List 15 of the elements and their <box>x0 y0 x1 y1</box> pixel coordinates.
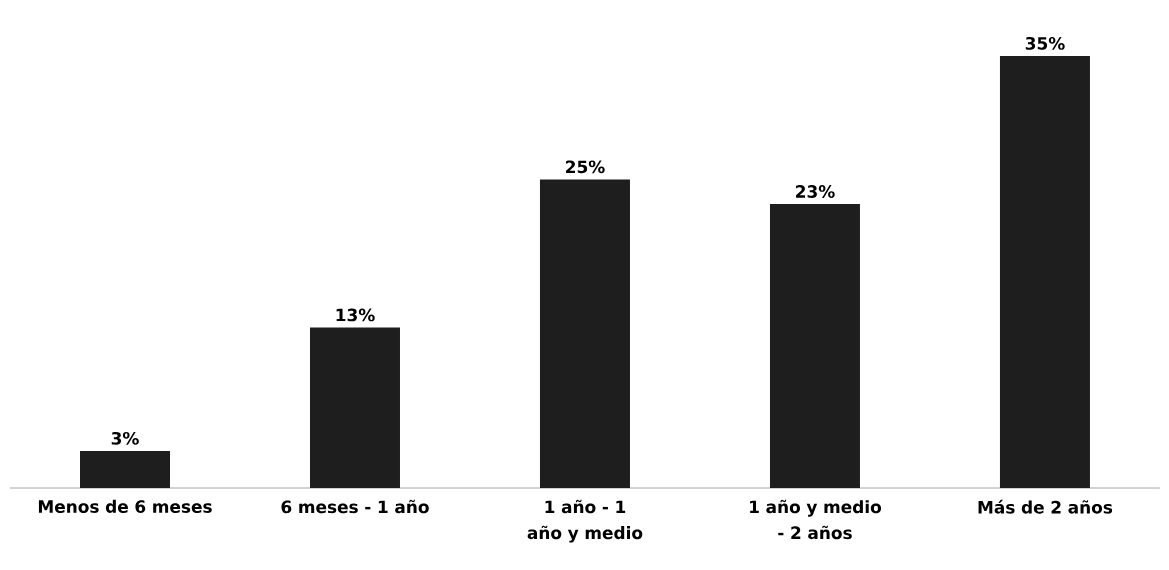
data-label: 35% <box>1025 36 1065 50</box>
data-label: 13% <box>336 308 375 322</box>
bar <box>539 179 630 488</box>
x-tick-label: Más de 2 años <box>978 499 1113 514</box>
data-label: 25% <box>566 160 605 174</box>
data-label: 23% <box>796 185 835 198</box>
data-label: 3% <box>111 431 139 445</box>
bar <box>769 204 860 488</box>
bar <box>80 450 170 488</box>
x-tick-label: 1 año - 1 año y medio <box>527 499 643 543</box>
bar <box>309 327 400 488</box>
x-tick-label: Menos de 6 meses <box>38 499 212 513</box>
bar <box>999 56 1090 488</box>
x-tick-label: 6 meses - 1 año <box>281 499 429 514</box>
x-tick-label: 1 año y medio - 2 años <box>750 499 882 540</box>
